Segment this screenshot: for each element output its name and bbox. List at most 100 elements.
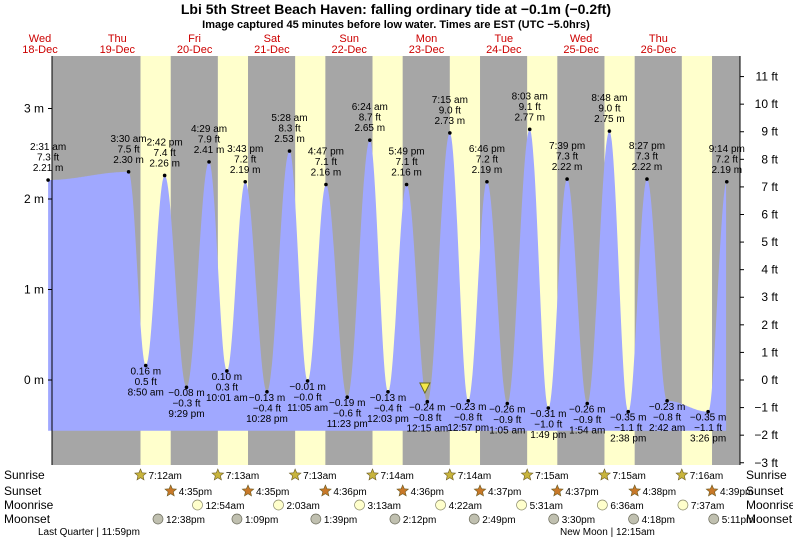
moonrise-time: 3:13am [368,501,401,512]
moonrise-time: 4:22am [449,501,482,512]
moonrise-time: 5:31am [530,501,563,512]
day-label-dow: Thu [108,33,127,45]
sunset-time: 4:35pm [179,487,212,498]
sunset-time: 4:36pm [411,487,444,498]
high-tide-label: 9:14 pm [709,144,745,155]
high-tide-label: 2.53 m [274,134,305,145]
low-tide-label: 2:38 pm [610,434,646,445]
high-tide-point [448,131,452,135]
chart-title: Lbi 5th Street Beach Haven: falling ordi… [181,1,611,17]
high-tide-label: 8.3 ft [278,124,300,135]
right-axis-tick-label: −2 ft [754,428,778,442]
sunset-star-icon [164,484,178,497]
right-axis-tick-label: −1 ft [754,401,778,415]
right-axis-tick-label: 0 ft [761,373,778,387]
sunset-time: 4:37pm [488,487,521,498]
low-tide-label: −0.8 ft [653,412,681,423]
low-tide-point [345,395,350,399]
high-tide-label: 5:49 pm [389,147,425,158]
right-axis-tick-label: 10 ft [755,97,779,111]
sunrise-time: 7:13am [226,471,259,482]
sunrise-star-icon [597,468,611,481]
current-tide-marker [419,382,431,395]
high-tide-label: 8.7 ft [359,113,381,124]
high-tide-label: 9.0 ft [439,105,461,116]
sunrise-time: 7:14am [380,471,413,482]
high-tide-label: 5:28 am [271,113,307,124]
low-tide-label: −0.26 m [569,405,605,416]
low-tide-label: −0.4 ft [374,403,402,414]
low-tide-point [143,363,148,368]
moonrise-moon-icon [192,499,203,511]
low-tide-label: 1:49 pm [530,430,566,441]
low-tide-label: 11:23 pm [327,419,368,430]
low-tide-label: −1.1 ft [694,423,722,434]
row-label-right: Moonrise [746,498,793,512]
low-tide-label: −0.24 m [409,403,445,414]
low-tide-label: −1.1 ft [614,423,642,434]
sunset-time: 4:37pm [565,487,598,498]
low-tide-label: −0.8 ft [454,412,482,423]
tide-labels: 2:31 am7.3 ft2.21 m3:30 am7.5 ft2.30 m0.… [30,91,745,444]
plot-area: 2:31 am7.3 ft2.21 m3:30 am7.5 ft2.30 m0.… [30,56,745,465]
day-label-date: 24-Dec [486,44,522,56]
high-tide-label: 9.1 ft [519,102,541,113]
low-tide-label: −0.6 ft [333,409,361,420]
low-tide-label: 12:57 pm [447,423,489,434]
moonset-time: 12:38pm [166,515,205,526]
day-label-dow: Tue [495,33,514,45]
day-label-date: 18-Dec [22,44,58,56]
day-label-date: 22-Dec [331,44,367,56]
high-tide-label: 7.3 ft [556,152,578,163]
high-tide-label: 8:27 pm [629,141,665,152]
moonrise-moon-icon [354,499,365,511]
low-tide-label: −0.0 ft [294,392,322,403]
high-tide-label: 3:43 pm [227,144,263,155]
right-axis-tick-label: 7 ft [761,180,778,194]
daylight-band [681,56,713,465]
moonset-time: 1:09pm [245,515,278,526]
high-tide-label: 2.19 m [711,165,742,176]
high-tide-label: 6:46 pm [469,144,505,155]
high-tide-point [207,160,211,164]
sunset-star-icon [550,484,564,497]
day-label-dow: Wed [29,33,51,45]
high-tide-label: 2.16 m [311,168,342,179]
moonset-moon-icon [628,513,639,525]
low-tide-label: 11:05 am [287,403,328,414]
high-tide-label: 2.16 m [391,168,422,179]
sunset-star-icon [241,484,255,497]
sunrise-time: 7:12am [148,471,181,482]
right-axis-tick-label: 3 ft [761,290,778,304]
high-tide-label: 7.3 ft [636,152,658,163]
high-tide-label: 2.19 m [230,165,261,176]
moonset-time: 2:12pm [403,515,436,526]
day-label-date: 25-Dec [563,44,599,56]
moonset-moon-icon [548,513,560,525]
right-axis-tick-label: 6 ft [761,207,778,221]
high-tide-label: 7.2 ft [716,154,738,165]
low-tide-label: −0.01 m [289,382,325,393]
tide-curve [48,129,727,431]
low-tide-point [665,399,669,403]
row-label-left: Moonset [4,512,51,526]
low-tide-label: −0.4 ft [253,403,281,414]
moonrise-moon-icon [597,499,608,511]
sunrise-star-icon [675,468,689,481]
moonset-time: 4:18pm [642,515,675,526]
moonset-moon-icon [468,513,480,525]
moonset-moon-icon [389,513,401,525]
moon-phase-new-moon: New Moon | 12:15am [560,527,655,538]
moonset-moon-icon [310,513,322,525]
day-label-date: 21-Dec [254,44,290,56]
high-tide-label: 7:39 pm [549,141,585,152]
sunset-star-icon [628,484,642,497]
moonrise-time: 6:36am [610,501,643,512]
low-tide-point [225,369,229,373]
high-tide-label: 7.9 ft [198,134,220,145]
low-tide-label: −0.08 m [168,388,204,399]
sunset-star-icon [396,484,410,497]
high-tide-label: 3:30 am [111,134,147,145]
low-tide-label: −1.0 ft [534,420,562,431]
